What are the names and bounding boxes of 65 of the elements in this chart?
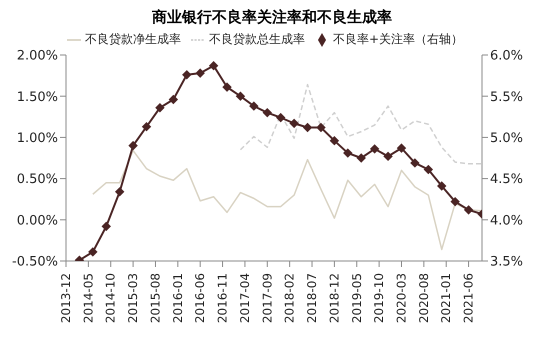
legend-label: 不良率+关注率（右轴）	[332, 32, 464, 46]
y2-tick-label: 5.0%	[490, 131, 524, 146]
point	[276, 113, 286, 122]
point	[396, 144, 406, 153]
point	[330, 136, 339, 146]
point	[196, 68, 205, 78]
point	[370, 144, 380, 154]
y2-tick-label: 6.0%	[490, 48, 524, 64]
y2-tick-label: 5.5%	[490, 90, 524, 105]
legend-label: 不良贷款总生成率	[208, 32, 305, 46]
point	[410, 158, 420, 168]
x-tick-label: 2016-06	[193, 273, 208, 324]
x-tick-label: 2014-10	[104, 273, 118, 324]
x-tick-label: 2015-03	[126, 273, 140, 324]
x-tick-label: 2014-05	[81, 273, 96, 324]
point	[303, 123, 312, 132]
y-tick-label: -0.50%	[12, 254, 58, 270]
point	[316, 123, 326, 132]
point	[384, 152, 393, 161]
y-tick-label: 1.50%	[16, 90, 58, 105]
y-tick-label: 1.00%	[16, 131, 58, 146]
x-tick-label: 2020-08	[416, 273, 431, 324]
y2-tick-label: 3.5%	[490, 254, 524, 270]
x-tick-label: 2015-08	[148, 273, 162, 324]
x-tick-label: 2017-09	[260, 273, 274, 324]
point	[290, 118, 299, 128]
x-tick-label: 2017-04	[238, 273, 252, 324]
x-tick-label: 2016-01	[170, 273, 185, 324]
point	[343, 148, 352, 158]
chart-title: 商业银行不良率关注率和不良生成率	[151, 8, 393, 27]
x-tick-label: 2018-12	[327, 273, 342, 324]
point	[209, 61, 218, 70]
x-tick-label: 2013-12	[59, 273, 73, 324]
point	[450, 197, 460, 206]
point	[128, 141, 138, 150]
point	[222, 82, 232, 92]
point	[464, 205, 474, 214]
point	[262, 108, 272, 118]
y-tick-label: 0.00%	[16, 213, 58, 228]
point	[182, 70, 192, 80]
point	[115, 187, 124, 196]
x-tick-label: 2019-10	[372, 273, 386, 324]
point	[249, 102, 258, 111]
point	[102, 222, 111, 231]
y-tick-label: 0.50%	[16, 172, 58, 188]
y2-tick-label: 4.0%	[490, 213, 524, 228]
point	[88, 247, 98, 256]
point	[168, 94, 178, 104]
x-tick-label: 2018-07	[305, 273, 320, 324]
point	[236, 92, 245, 101]
point	[437, 182, 446, 191]
point	[356, 154, 366, 162]
point	[155, 103, 164, 112]
line-series	[240, 84, 482, 165]
x-tick-label: 2021-01	[439, 273, 454, 324]
point	[142, 122, 152, 132]
x-tick-label: 2020-03	[394, 273, 408, 324]
x-tick-label: 2021-06	[462, 273, 476, 324]
point	[424, 165, 433, 174]
y-tick-label: 2.00%	[16, 48, 58, 64]
y2-tick-label: 4.5%	[490, 172, 524, 188]
legend-label: 不良贷款净生成率	[84, 32, 181, 46]
x-tick-label: 2018-02	[282, 273, 297, 324]
x-tick-label: 2016-11	[216, 273, 230, 324]
x-tick-label: 2019-05	[350, 273, 364, 324]
